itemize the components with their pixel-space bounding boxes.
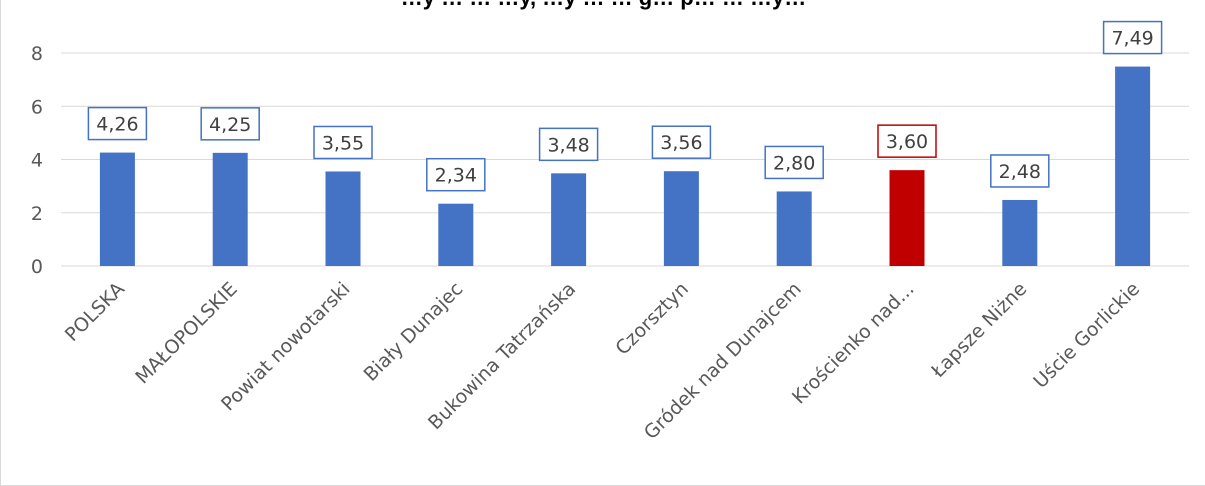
y-tick-label: 8	[31, 43, 43, 65]
bar	[99, 152, 135, 266]
y-tick-label: 2	[31, 203, 43, 225]
category-label: Powiat nowotarski	[217, 278, 354, 415]
bar	[325, 171, 361, 266]
data-label: 4,26	[96, 114, 138, 136]
data-label: 2,48	[999, 161, 1041, 183]
chart-title: …y … … …y, …y … … g… p… … …y…	[1, 0, 1205, 11]
data-label-box	[651, 125, 712, 159]
data-label: 3,48	[547, 134, 589, 156]
y-tick-label: 0	[31, 256, 43, 278]
data-label-box	[87, 106, 148, 141]
data-label-box	[426, 157, 486, 192]
data-label-box	[990, 154, 1050, 188]
bar	[438, 203, 474, 266]
data-label: 3,55	[322, 132, 364, 154]
category-label: Łapsze Niżne	[927, 278, 1032, 383]
data-label: 4,25	[209, 114, 251, 136]
data-label: 7,49	[1111, 28, 1153, 50]
y-tick-label: 6	[31, 96, 43, 118]
data-label: 3,60	[886, 131, 928, 153]
data-label-box	[200, 107, 260, 141]
bar	[663, 171, 699, 266]
data-label-box	[538, 127, 599, 162]
data-label-box	[877, 124, 937, 158]
data-label: 2,80	[773, 152, 815, 174]
bar	[776, 191, 812, 266]
bar	[551, 173, 587, 266]
bar	[212, 152, 248, 266]
category-label: Uście Gorlickie	[1029, 278, 1144, 393]
data-label-box	[1102, 20, 1163, 55]
bar	[1115, 66, 1151, 266]
data-label-box	[764, 145, 824, 180]
bar	[1002, 199, 1038, 266]
category-label: Czorsztyn	[611, 278, 693, 360]
data-label: 3,56	[660, 132, 702, 154]
data-label: 2,34	[435, 165, 477, 187]
category-label: MAŁOPOLSKIE	[131, 278, 241, 388]
category-label: Krościenko nad...	[788, 278, 919, 409]
bar	[889, 170, 925, 266]
category-label: Biały Dunajec	[360, 278, 468, 386]
y-tick-label: 4	[31, 150, 43, 172]
data-label-box	[313, 125, 373, 160]
category-label: POLSKA	[61, 278, 129, 346]
